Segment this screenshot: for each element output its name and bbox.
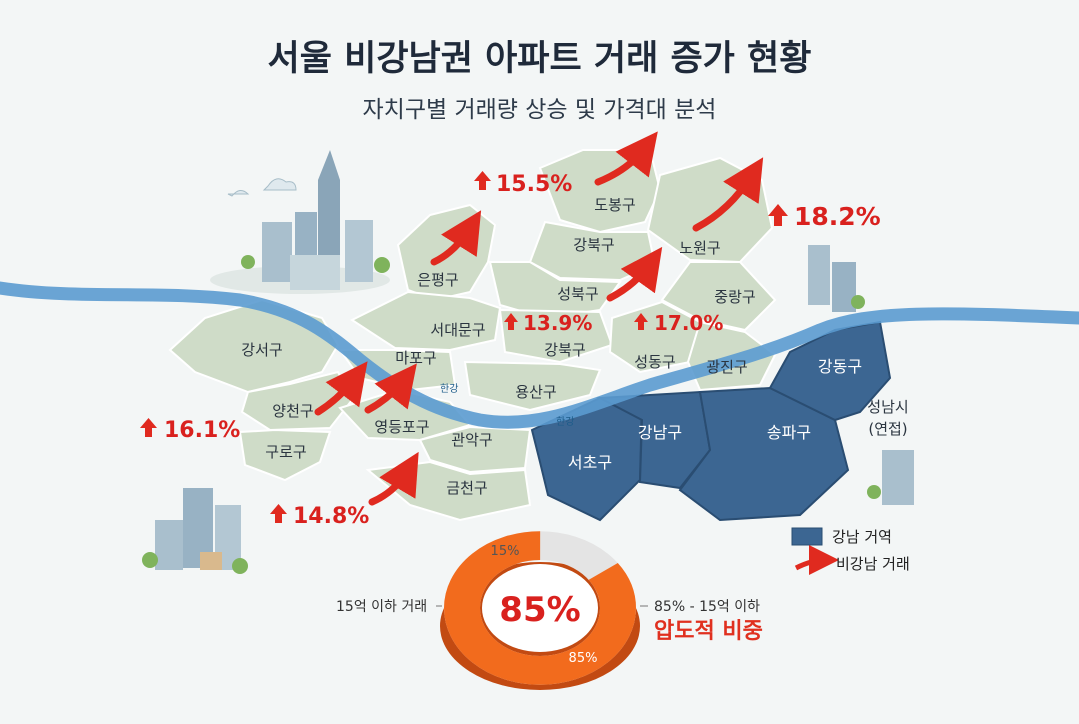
district-label-yangcheon: 양천구: [272, 402, 313, 420]
increase-seongdong: 17.0%: [654, 311, 723, 335]
district-label-seongnam: 성남시: [867, 398, 908, 416]
district-label-nowon: 노원구: [679, 239, 720, 257]
district-label-gangbuk-2: 강북구: [544, 341, 585, 359]
up-arrow-icon: [504, 313, 518, 330]
page-subtitle: 자치구별 거래량 상승 및 가격대 분석: [362, 97, 717, 123]
up-arrow-icon: [474, 171, 491, 190]
legend-swatch-gangnam: [791, 527, 823, 546]
donut-emphasis: 압도적 비중: [654, 619, 763, 644]
district-label-songpa: 송파구: [767, 423, 811, 442]
district-label-seongbuk: 성북구: [557, 285, 598, 303]
buildings-southwest: [142, 488, 248, 574]
district-label-seongdong: 성동구: [634, 353, 675, 371]
donut-callouts: 15억 이하 거래 85% - 15억 이하 압도적 비중: [336, 599, 763, 644]
donut-right-label: 85% - 15억 이하: [654, 599, 760, 615]
district-label-seocho: 서초구: [568, 453, 612, 472]
region-seodaemun: [349, 290, 502, 352]
river-label: 한강: [556, 416, 574, 428]
increase-west: 16.1%: [164, 418, 240, 443]
district-label-gwanak: 관악구: [451, 431, 492, 449]
donut-share-large: 85%: [569, 651, 598, 666]
gangnam-regions: [530, 320, 892, 522]
district-label-dobong: 도봉구: [594, 196, 635, 214]
donut-share-small: 15%: [491, 544, 520, 559]
river-label: 한강: [440, 383, 458, 395]
up-arrow-icon: [140, 418, 157, 437]
region-jungnang: [660, 261, 777, 332]
district-label-gangdong: 강동구: [818, 357, 862, 376]
up-arrow-icon: [768, 204, 788, 226]
district-label-yeongdeungpo: 영등포구: [374, 418, 429, 436]
region-yongsan: [463, 360, 602, 412]
increase-labels: 15.5% 18.2% 13.9% 17.0% 16.1% 14.8%: [140, 171, 881, 529]
district-label-gangbuk: 강북구: [573, 236, 614, 254]
han-river: [0, 281, 1079, 429]
buildings-southeast: [867, 450, 914, 505]
region-gwanak: [418, 425, 532, 474]
district-label-gangseo: 강서구: [241, 341, 282, 359]
district-label-mapo: 마포구: [395, 349, 436, 367]
increase-nowon: 18.2%: [794, 202, 881, 231]
trend-arrows: [314, 131, 764, 506]
legend-label-gangnam: 강남 거역: [832, 528, 892, 546]
up-arrow-icon: [634, 313, 648, 330]
district-label-jungnang: 중랑구: [714, 288, 755, 306]
increase-seongbuk: 13.9%: [523, 311, 592, 335]
district-label-seongnam-note: (연접): [868, 420, 907, 438]
district-label-geumcheon: 금천구: [446, 479, 487, 497]
district-label-yongsan: 용산구: [515, 383, 556, 401]
region-jongno: [498, 308, 614, 364]
increase-southwest: 14.8%: [293, 504, 369, 529]
up-arrow-icon: [270, 504, 287, 523]
price-share-donut: 85% 15% 85%: [440, 531, 640, 690]
region-gangdong: [768, 320, 892, 422]
region-yangcheon: [240, 370, 354, 432]
increase-north: 15.5%: [496, 172, 572, 197]
buildings-northwest: [210, 150, 390, 294]
legend-arrow-icon: [794, 545, 839, 576]
district-labels: 도봉구 강북구 노원구 은평구 성북구 중랑구 서대문구 강북구 강서구 마포구…: [241, 196, 908, 497]
district-label-gwangjin: 광진구: [706, 358, 747, 376]
donut-slice-under-15: [444, 531, 636, 685]
district-label-guro: 구로구: [265, 443, 306, 461]
page-title: 서울 비강남권 아파트 거래 증가 현황: [267, 39, 812, 79]
region-guro: [238, 428, 332, 482]
buildings-northeast: [808, 245, 865, 312]
district-label-eunpyeong: 은평구: [417, 271, 458, 289]
donut-center-value: 85%: [499, 590, 580, 630]
donut-left-label: 15억 이하 거래: [336, 599, 427, 615]
legend-label-non-gangnam: 비강남 거래: [836, 555, 910, 573]
district-label-gangnam: 강남구: [638, 423, 682, 442]
donut-hole: [482, 564, 598, 652]
map-legend: 강남 거역 비강남 거래: [791, 527, 910, 576]
district-label-seodaemun: 서대문구: [430, 321, 485, 339]
